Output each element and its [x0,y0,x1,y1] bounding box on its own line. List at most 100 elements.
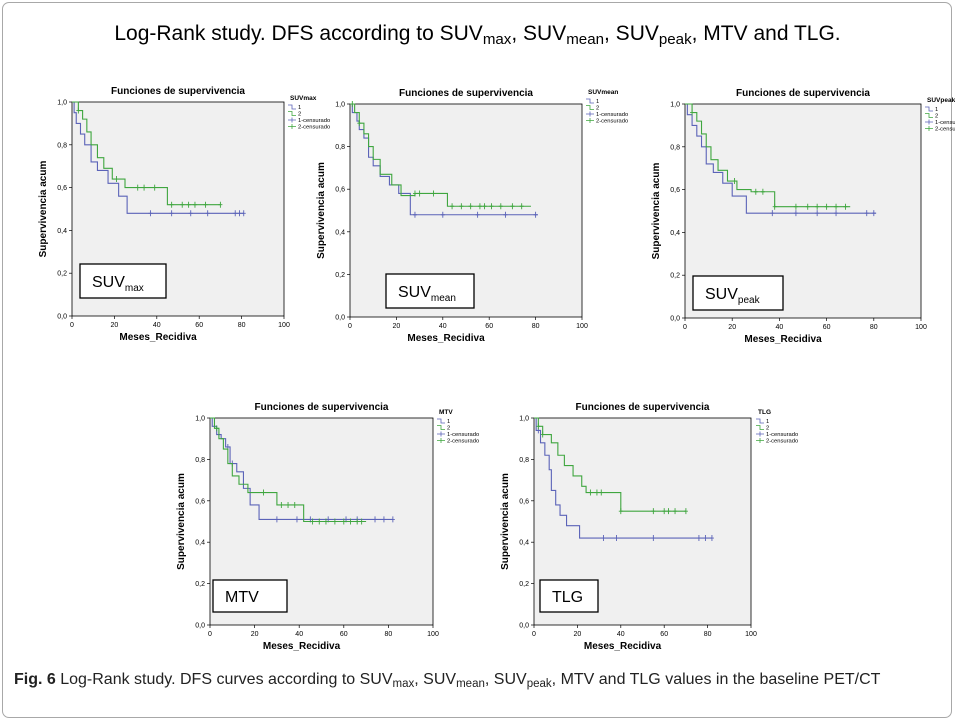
inset-label-base: TLG [552,589,583,606]
legend-entry: 1-censurado [766,432,798,438]
y-tick-label: 0,2 [670,273,680,280]
inset-label-box [539,579,599,613]
series-2-censor-mark [431,190,436,197]
y-tick-label: 0,6 [519,498,529,505]
series-1-censor-mark [148,210,153,217]
caption-part-5: peak [526,678,552,691]
panel-title-part-3: mean [566,31,605,49]
y-tick-label: 0,4 [670,230,680,237]
inset-label-box [692,275,784,311]
series-2-censor-mark [152,184,157,191]
series-2-censor-mark [417,190,422,197]
inset-label-sub: peak [738,295,761,306]
series-1-line [685,103,877,214]
legend-entry: 1 [298,105,301,111]
series-2-censor-mark [588,489,593,496]
y-tick-label: 0,4 [57,228,67,235]
series-1-censor-mark [241,210,246,217]
series-1-censor-mark [294,516,299,523]
series-2-censor-mark [618,508,623,515]
legend-swatch-line [437,425,445,430]
series-2-line [685,103,851,208]
series-2-censor-mark [599,489,604,496]
legend-title: SUVmax [290,95,317,102]
inset-label: TLG [552,589,583,606]
series-2-censor-mark [772,203,777,210]
inset-label-box [79,263,167,299]
series-2-censor-mark [341,518,346,525]
x-tick-label: 0 [683,324,687,331]
series-2-censor-mark [477,203,482,210]
series-1-censor-mark [770,210,775,217]
inset-label: SUVmean [398,284,456,304]
legend-swatch-line [925,106,933,112]
y-axis-label: Supervivencia acum [316,162,327,259]
legend-swatch-censor [288,124,296,129]
legend-entry: 1 [596,99,599,105]
series-1-censor-mark [390,516,395,523]
series-2-censor-mark [357,120,362,127]
legend-entry: 2-censurado [596,119,628,125]
series-1-censor-mark [169,210,174,217]
inset-label-base: SUV [705,286,738,303]
x-tick-label: 100 [745,631,757,638]
legend-swatch-censor [586,118,594,123]
legend-swatch-censor [437,438,445,443]
y-tick-label: 0,8 [519,457,529,464]
y-tick-label: 0,6 [670,187,680,194]
series-1-censor-mark [696,535,701,542]
series-2-censor-mark [482,203,487,210]
y-tick-label: 0,8 [57,142,67,149]
series-1-censor-mark [412,211,417,218]
legend-swatch-censor [756,431,764,437]
chart-title: Funciones de supervivencia [111,86,245,97]
inset-label: MTV [225,589,259,606]
series-2-censor-mark [673,508,678,515]
series-2-censor-mark [459,203,464,210]
x-axis-label: Meses_Recidiva [263,641,341,652]
series-2-censor-mark [683,508,688,515]
inset-label-box [385,273,475,309]
legend-swatch-line [756,418,764,424]
x-tick-label: 40 [439,323,447,330]
series-2-censor-mark [498,203,503,210]
panel-title-part-0: Log-Rank study. DFS according to SUV [114,22,483,45]
series-1-censor-mark [233,210,238,217]
series-1-censor-mark [614,535,619,542]
series-1-censor-mark [834,210,839,217]
series-2-censor-mark [843,203,848,210]
series-2-censor-mark [169,201,174,208]
legend-entry: 2 [935,114,938,120]
inset-label-base: SUV [398,284,431,301]
y-tick-label: 1,0 [519,416,529,423]
series-1-censor-mark [381,516,386,523]
inset-label-box [212,579,288,613]
legend-entry: 2-censurado [447,439,479,445]
panel-title-part-1: max [482,31,512,49]
y-tick-label: 1,0 [195,416,205,423]
y-axis-label: Supervivencia acum [176,473,187,570]
x-tick-label: 80 [532,323,540,330]
y-tick-label: 0,8 [335,144,345,151]
series-2-censor-mark [292,501,297,508]
y-tick-label: 0,0 [670,316,680,323]
series-2-censor-mark [114,176,119,183]
series-1-censor-mark [205,210,210,217]
legend-entry: 2 [766,426,769,432]
legend-title: TLG [758,409,771,416]
x-tick-label: 60 [823,324,831,331]
series-2-censor-mark [348,518,353,525]
x-tick-label: 0 [208,631,212,638]
figure-caption: Fig. 6 Log-Rank study. DFS curves accord… [14,668,944,691]
series-2-censor-mark [805,203,810,210]
series-2-censor-mark [468,203,473,210]
series-1-censor-mark [440,211,445,218]
x-tick-label: 80 [704,631,712,638]
km-plot-tlg: Funciones de supervivencia 0,0 0,2 0,4 0,6 0,… [500,402,798,652]
legend-entry: 2 [447,426,450,432]
legend-entry: 1-censurado [447,432,479,438]
series-2-censor-mark [666,508,671,515]
legend-swatch-line [586,98,594,104]
legend-entry: 1-censurado [596,112,628,118]
